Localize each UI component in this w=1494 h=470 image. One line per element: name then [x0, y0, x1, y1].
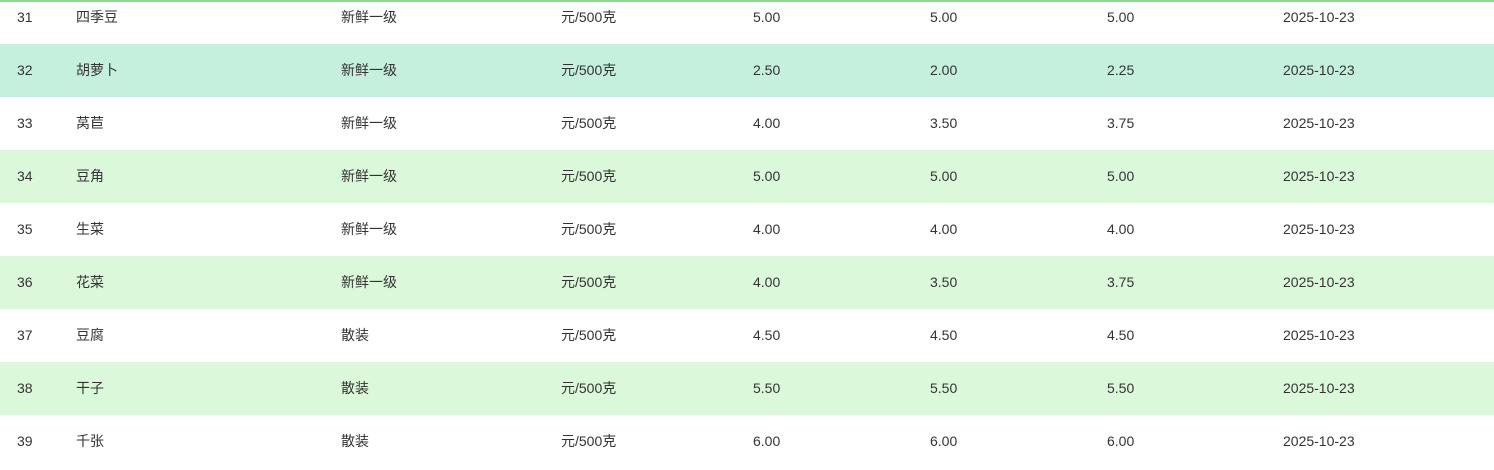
grade-cell: 新鲜一级 [341, 274, 397, 290]
product-name-cell: 四季豆 [76, 9, 118, 25]
grade-cell: 新鲜一级 [341, 9, 397, 25]
grade-cell: 新鲜一级 [341, 221, 397, 237]
avg-price-cell: 4.00 [1107, 221, 1135, 237]
min-price-cell: 2.00 [930, 62, 958, 78]
product-name-cell: 干子 [76, 380, 104, 396]
table-row[interactable]: 33 莴苣 新鲜一级 元/500克 4.00 3.50 3.75 2025-10-23 [0, 97, 1494, 150]
row-number-cell: 35 [17, 221, 33, 237]
unit-cell: 元/500克 [561, 274, 617, 290]
unit-cell: 元/500克 [561, 433, 617, 449]
avg-price-cell: 5.00 [1107, 9, 1135, 25]
row-number-cell: 36 [17, 274, 33, 290]
row-number-cell: 34 [17, 168, 33, 184]
max-price-cell: 4.50 [753, 327, 781, 343]
grade-cell: 新鲜一级 [341, 168, 397, 184]
grade-cell: 新鲜一级 [341, 62, 397, 78]
min-price-cell: 3.50 [930, 115, 958, 131]
row-number-cell: 37 [17, 327, 33, 343]
avg-price-cell: 2.25 [1107, 62, 1135, 78]
min-price-cell: 6.00 [930, 433, 958, 449]
grade-cell: 散装 [341, 327, 369, 343]
unit-cell: 元/500克 [561, 221, 617, 237]
table-row[interactable]: 37 豆腐 散装 元/500克 4.50 4.50 4.50 2025-10-23 [0, 309, 1494, 362]
avg-price-cell: 4.50 [1107, 327, 1135, 343]
product-name-cell: 胡萝卜 [76, 62, 118, 78]
date-cell: 2025-10-23 [1283, 168, 1355, 184]
grade-cell: 散装 [341, 380, 369, 396]
min-price-cell: 4.00 [930, 221, 958, 237]
row-number-cell: 39 [17, 433, 33, 449]
date-cell: 2025-10-23 [1283, 380, 1355, 396]
date-cell: 2025-10-23 [1283, 62, 1355, 78]
row-number-cell: 32 [17, 62, 33, 78]
row-number-cell: 38 [17, 380, 33, 396]
unit-cell: 元/500克 [561, 62, 617, 78]
min-price-cell: 5.50 [930, 380, 958, 396]
min-price-cell: 5.00 [930, 168, 958, 184]
product-name-cell: 千张 [76, 433, 104, 449]
row-number-cell: 33 [17, 115, 33, 131]
product-name-cell: 豆腐 [76, 327, 104, 343]
date-cell: 2025-10-23 [1283, 115, 1355, 131]
product-name-cell: 花菜 [76, 274, 104, 290]
max-price-cell: 4.00 [753, 115, 781, 131]
date-cell: 2025-10-23 [1283, 327, 1355, 343]
date-cell: 2025-10-23 [1283, 433, 1355, 449]
unit-cell: 元/500克 [561, 115, 617, 131]
table-row[interactable]: 36 花菜 新鲜一级 元/500克 4.00 3.50 3.75 2025-10-23 [0, 256, 1494, 309]
product-name-cell: 生菜 [76, 221, 104, 237]
max-price-cell: 5.00 [753, 9, 781, 25]
min-price-cell: 4.50 [930, 327, 958, 343]
row-number-cell: 31 [17, 9, 33, 25]
avg-price-cell: 3.75 [1107, 115, 1135, 131]
avg-price-cell: 6.00 [1107, 433, 1135, 449]
table-row[interactable]: 32 胡萝卜 新鲜一级 元/500克 2.50 2.00 2.25 2025-10-23 [0, 44, 1494, 97]
max-price-cell: 2.50 [753, 62, 781, 78]
table-row[interactable]: 39 千张 散装 元/500克 6.00 6.00 6.00 2025-10-23 [0, 415, 1494, 468]
table-row[interactable]: 34 豆角 新鲜一级 元/500克 5.00 5.00 5.00 2025-10-23 [0, 150, 1494, 203]
unit-cell: 元/500克 [561, 327, 617, 343]
max-price-cell: 4.00 [753, 221, 781, 237]
min-price-cell: 5.00 [930, 9, 958, 25]
unit-cell: 元/500克 [561, 380, 617, 396]
date-cell: 2025-10-23 [1283, 274, 1355, 290]
max-price-cell: 5.00 [753, 168, 781, 184]
max-price-cell: 4.00 [753, 274, 781, 290]
product-name-cell: 莴苣 [76, 115, 104, 131]
date-cell: 2025-10-23 [1283, 9, 1355, 25]
min-price-cell: 3.50 [930, 274, 958, 290]
avg-price-cell: 5.00 [1107, 168, 1135, 184]
table-row[interactable]: 38 干子 散装 元/500克 5.50 5.50 5.50 2025-10-23 [0, 362, 1494, 415]
grade-cell: 新鲜一级 [341, 115, 397, 131]
max-price-cell: 6.00 [753, 433, 781, 449]
avg-price-cell: 5.50 [1107, 380, 1135, 396]
table-row[interactable]: 35 生菜 新鲜一级 元/500克 4.00 4.00 4.00 2025-10-23 [0, 203, 1494, 256]
product-name-cell: 豆角 [76, 168, 104, 184]
date-cell: 2025-10-23 [1283, 221, 1355, 237]
max-price-cell: 5.50 [753, 380, 781, 396]
unit-cell: 元/500克 [561, 9, 617, 25]
avg-price-cell: 3.75 [1107, 274, 1135, 290]
table-row[interactable]: 31 四季豆 新鲜一级 元/500克 5.00 5.00 5.00 2025-10-23 [0, 0, 1494, 44]
unit-cell: 元/500克 [561, 168, 617, 184]
grade-cell: 散装 [341, 433, 369, 449]
table-top-border [0, 0, 1494, 2]
